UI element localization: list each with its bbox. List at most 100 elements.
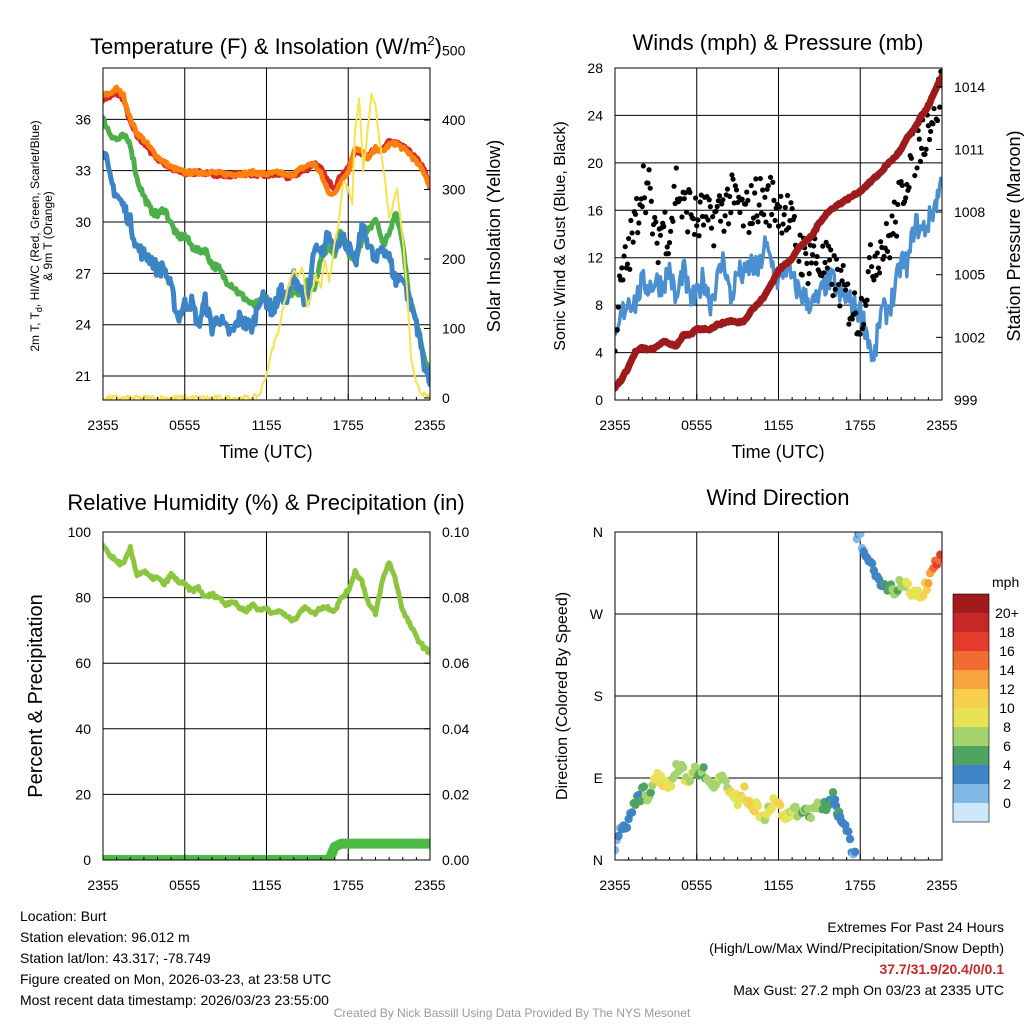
direction-point xyxy=(678,763,688,772)
gust-point xyxy=(720,197,726,203)
figure-created: Figure created on Mon, 2026-03-23, at 23… xyxy=(20,971,332,987)
gust-point xyxy=(925,123,931,129)
gust-point xyxy=(708,225,715,231)
gust-point xyxy=(652,214,658,221)
wind-direction-panel: Wind Direction 2355 0555 1155 1755 2355 N E S W N… xyxy=(554,485,1019,893)
gust-point xyxy=(715,198,721,204)
direction-point xyxy=(699,763,708,772)
humidity-panel-title: Relative Humidity (%) & Precipitation (i… xyxy=(67,490,464,515)
gust-point xyxy=(619,265,625,271)
winds-ytick-label: 16 xyxy=(587,202,603,218)
gust-point xyxy=(754,213,760,219)
temperature-xtick-label: 0555 xyxy=(169,417,200,433)
gust-point xyxy=(737,209,743,216)
temperature-y2tick-label: 0 xyxy=(442,390,450,406)
wind-direction-xtick-label: 1755 xyxy=(845,877,876,893)
humidity-xtick-label: 2355 xyxy=(87,877,118,893)
gust-point xyxy=(863,302,869,308)
humidity-panel-ylabel: Percent & Precipitation xyxy=(25,594,47,797)
colorbar-label: 20+ xyxy=(995,605,1019,621)
humidity-ytick-label: 100 xyxy=(68,524,92,540)
direction-point xyxy=(667,782,676,791)
gust-point xyxy=(654,240,660,246)
wind-direction-ytick-label: N xyxy=(593,524,603,540)
humidity-ytick-label: 0 xyxy=(83,852,91,868)
winds-ytick-label: 0 xyxy=(595,392,603,408)
gust-point xyxy=(803,250,809,257)
gust-point xyxy=(842,287,849,293)
gust-point xyxy=(714,203,720,210)
colorbar-swatch xyxy=(953,613,989,632)
gust-point xyxy=(641,195,648,201)
gust-point xyxy=(645,180,651,186)
gust-point xyxy=(867,242,874,248)
gust-point xyxy=(745,197,751,204)
gust-point xyxy=(865,269,871,275)
winds-y2tick-label: 999 xyxy=(954,392,978,408)
gust-point xyxy=(836,281,842,288)
gust-point xyxy=(892,219,899,225)
gust-point xyxy=(833,256,840,262)
temperature-ytick-label: 27 xyxy=(75,265,91,281)
gust-point xyxy=(916,136,922,142)
station-info: Location: Burt Station elevation: 96.012… xyxy=(20,906,331,1011)
winds-xtick-label: 1755 xyxy=(845,417,876,433)
gust-point xyxy=(809,252,816,258)
gust-point xyxy=(811,243,817,249)
gust-point xyxy=(825,243,832,249)
winds-xtick-label: 2355 xyxy=(599,417,630,433)
gust-point xyxy=(914,165,920,171)
colorbar-swatch xyxy=(953,784,989,803)
gust-point xyxy=(828,247,834,253)
gust-point xyxy=(622,244,628,250)
gust-point xyxy=(781,212,787,218)
gust-point xyxy=(937,104,942,110)
gust-point xyxy=(697,199,703,205)
gust-point xyxy=(789,206,795,212)
gust-point xyxy=(772,217,778,224)
gust-point xyxy=(895,201,901,208)
temperature-xtick-label: 2355 xyxy=(87,417,118,433)
gust-point xyxy=(791,213,797,220)
gust-point xyxy=(728,210,734,216)
gust-point xyxy=(640,163,646,169)
colorbar-swatch xyxy=(953,746,989,765)
direction-point xyxy=(690,762,700,771)
humidity-y2tick-label: 0.08 xyxy=(442,590,469,606)
direction-point xyxy=(656,771,666,781)
colorbar-swatch xyxy=(953,708,989,727)
gust-point xyxy=(822,259,828,266)
humidity-ytick-label: 80 xyxy=(75,590,91,606)
temperature-ytick-label: 36 xyxy=(75,111,91,127)
humidity-y2tick-label: 0.06 xyxy=(442,655,469,671)
gust-point xyxy=(837,303,843,309)
winds-ytick-label: 28 xyxy=(587,60,603,76)
wind-direction-plot-frame xyxy=(614,531,943,861)
gust-point xyxy=(657,232,664,238)
winds-panel-title: Winds (mph) & Pressure (mb) xyxy=(633,30,924,55)
gust-point xyxy=(928,128,934,135)
gust-point xyxy=(875,265,882,271)
gust-point xyxy=(633,196,640,202)
gust-point xyxy=(797,232,803,238)
gust-point xyxy=(917,158,924,164)
gust-point xyxy=(662,209,668,215)
gust-point xyxy=(683,209,690,215)
gust-point xyxy=(616,273,623,279)
gust-point xyxy=(665,251,671,257)
gust-point xyxy=(775,223,782,229)
colorbar-label: 0 xyxy=(1003,795,1011,811)
direction-point xyxy=(639,782,649,791)
temperature-panel-ylabel: 2m T, Td, HI/WC (Red, Green, Scarlet/Blu… xyxy=(28,120,55,351)
temperature-y2tick-label: 300 xyxy=(442,182,466,198)
winds-ytick-label: 4 xyxy=(595,345,603,361)
winds-y2tick-label: 1005 xyxy=(954,267,985,283)
gust-point xyxy=(859,325,866,332)
gust-point xyxy=(777,204,783,210)
gust-point xyxy=(722,213,728,219)
gust-point xyxy=(778,193,784,199)
gust-point xyxy=(761,212,767,218)
winds-panel-ylabel: Sonic Wind & Gust (Blue, Black) xyxy=(552,121,569,350)
winds-y2tick-label: 1008 xyxy=(954,204,985,220)
